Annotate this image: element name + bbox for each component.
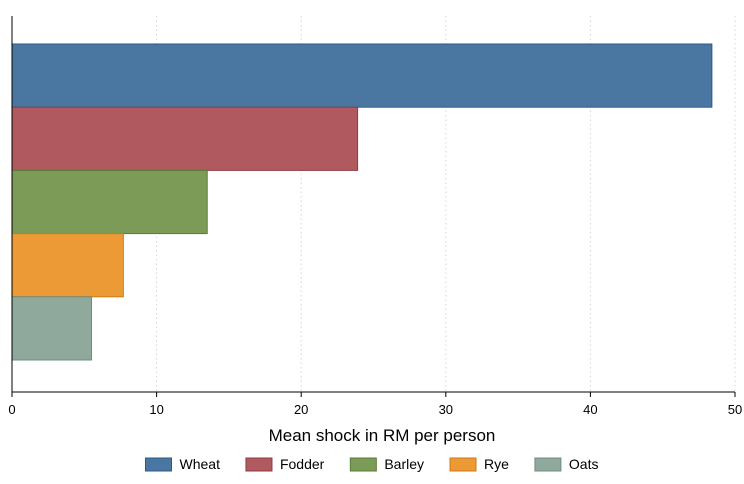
axes	[11, 16, 735, 393]
legend-item-fodder: Fodder	[245, 456, 325, 472]
legend-swatch	[449, 457, 477, 472]
bars	[11, 43, 713, 361]
legend-swatch	[534, 457, 562, 472]
legend-item-barley: Barley	[349, 456, 424, 472]
legend-label: Rye	[484, 456, 509, 472]
legend-label: Fodder	[280, 456, 325, 472]
legend-label: Wheat	[180, 456, 221, 472]
legend: Wheat Fodder Barley Rye Oats	[145, 456, 599, 472]
legend-item-wheat: Wheat	[145, 456, 221, 472]
x-tick-label: 20	[294, 402, 308, 417]
legend-label: Oats	[569, 456, 599, 472]
x-ticks: 0 10 20 30 40 50	[8, 392, 742, 417]
x-tick-label: 0	[8, 402, 15, 417]
legend-item-rye: Rye	[449, 456, 509, 472]
legend-swatch	[349, 457, 377, 472]
x-tick-label: 10	[149, 402, 163, 417]
x-tick-label: 30	[439, 402, 453, 417]
x-axis-title: Mean shock in RM per person	[269, 426, 496, 445]
bar-barley	[11, 169, 208, 235]
x-tick-label: 40	[583, 402, 597, 417]
legend-swatch	[145, 457, 172, 472]
legend-item-oats: Oats	[534, 456, 599, 472]
bar-wheat	[11, 43, 713, 108]
bar-rye	[11, 233, 124, 298]
bar-oats	[11, 296, 93, 361]
legend-label: Barley	[384, 456, 424, 472]
legend-swatch	[245, 457, 273, 472]
x-tick-label: 50	[728, 402, 742, 417]
bar-fodder	[11, 106, 359, 171]
